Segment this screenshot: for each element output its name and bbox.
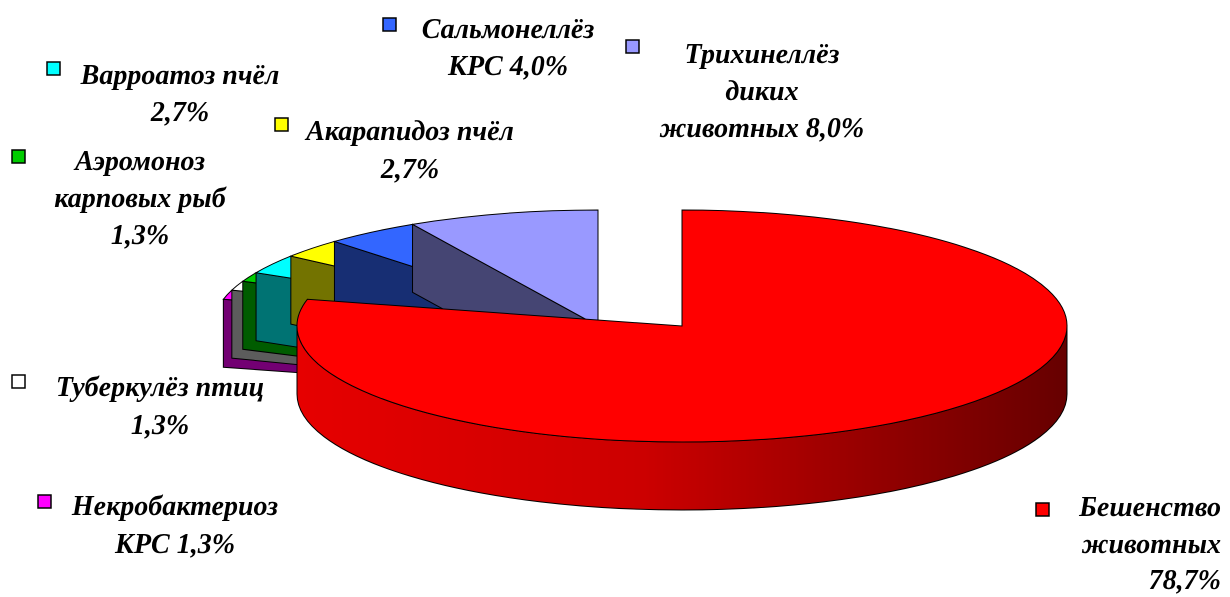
- data-label-line: Бешенство: [1078, 492, 1221, 523]
- data-label-line: Трихинеллёз: [685, 39, 840, 70]
- data-label-line: КРС 4,0%: [447, 51, 568, 82]
- data-label-line: Сальмонеллёз: [422, 14, 595, 45]
- data-label-line: Варроатоз пчёл: [80, 60, 280, 91]
- data-label-line: животных: [1081, 529, 1221, 560]
- data-label-line: Некробактериоз: [71, 491, 278, 522]
- slice-top-трихинеллёз-диких-животных: [411, 209, 599, 327]
- data-label-line: 78,7%: [1149, 565, 1221, 596]
- legend-marker-трихинеллёз-диких-животных: [625, 39, 640, 54]
- legend-marker-некробактериоз-крс: [37, 494, 52, 509]
- data-label-line: 1,3%: [111, 220, 169, 251]
- data-label-line: Туберкулёз птиц: [56, 372, 264, 403]
- data-label-line: 2,7%: [380, 154, 439, 185]
- data-label-line: Аэромоноз: [73, 146, 205, 177]
- slices-layer: [222, 209, 1068, 511]
- legend-marker-бешенство-животных: [1035, 502, 1050, 517]
- legend-marker-сальмонеллёз-крс: [382, 17, 397, 32]
- data-label-line: карповых рыб: [54, 183, 226, 214]
- data-label-акарапидоз-пчёл: Акарапидоз пчёл 2,7%: [274, 116, 514, 185]
- slice-бешенство-животных: [296, 209, 1068, 511]
- legend-marker-туберкулёз-птиц: [11, 374, 26, 389]
- data-label-сальмонеллёз-крс: Сальмонеллёз КРС 4,0%: [382, 14, 595, 82]
- data-label-трихинеллёз-диких-животных: Трихинеллёз диких животных 8,0%: [625, 39, 864, 144]
- data-label-бешенство-животных: Бешенство животных 78,7%: [1035, 492, 1221, 596]
- data-label-line: КРС 1,3%: [114, 529, 235, 560]
- data-label-туберкулёз-птиц: Туберкулёз птиц 1,3%: [11, 372, 264, 441]
- labels-layer: Бешенство животных 78,7% Трихинеллёз диких жи…: [11, 14, 1221, 596]
- slice-top-бешенство-животных: [296, 209, 1068, 443]
- legend-marker-акарапидоз-пчёл: [274, 117, 289, 132]
- data-label-некробактериоз-крс: Некробактериоз КРС 1,3%: [37, 491, 278, 560]
- data-label-line: Акарапидоз пчёл: [304, 116, 514, 147]
- data-label-line: 1,3%: [131, 410, 189, 441]
- data-label-line: диких: [725, 76, 798, 107]
- legend-marker-аэромоноз-карповых-рыб: [11, 149, 26, 164]
- data-label-аэромоноз-карповых-рыб: Аэромоноз карповых рыб 1,3%: [11, 146, 227, 251]
- data-label-line: 2,7%: [150, 97, 209, 128]
- data-label-line: животных 8,0%: [659, 113, 864, 144]
- legend-marker-варроатоз-пчёл: [46, 61, 61, 76]
- data-label-варроатоз-пчёл: Варроатоз пчёл 2,7%: [46, 60, 280, 128]
